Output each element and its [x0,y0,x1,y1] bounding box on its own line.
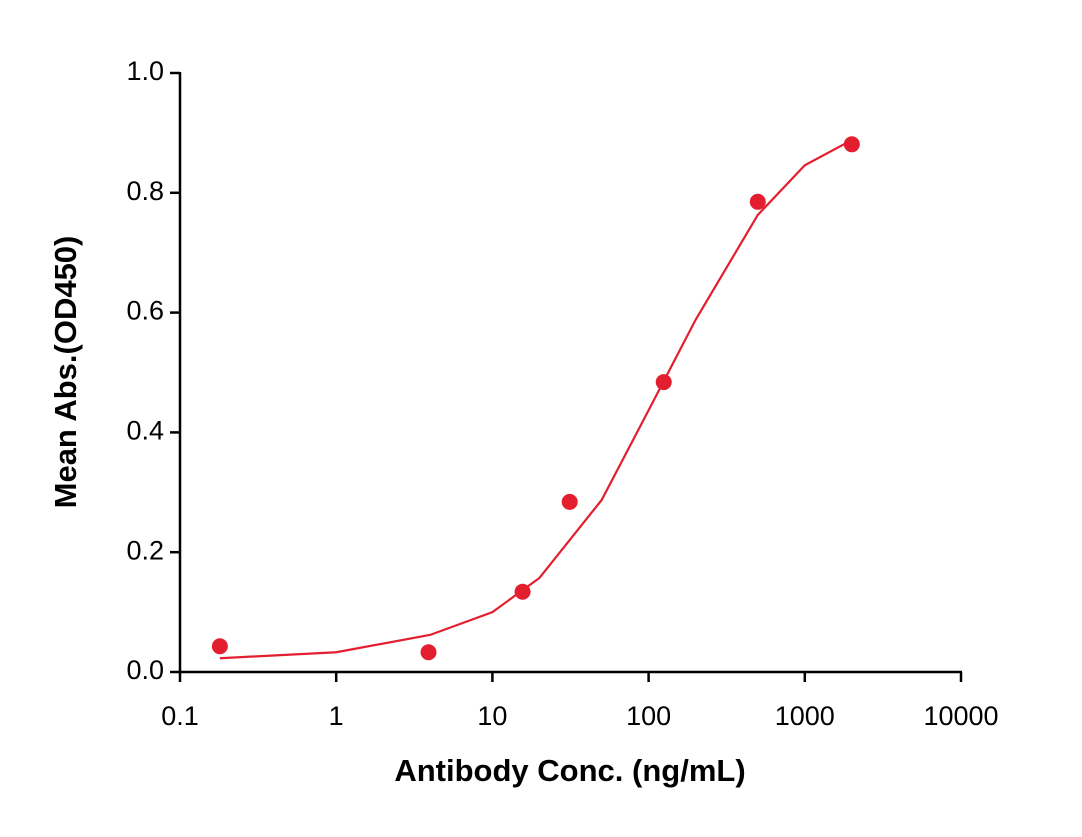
x-axis-title: Antibody Conc. (ng/mL) [394,753,745,788]
y-tick-label: 0.6 [126,296,164,326]
fit-curve [219,139,853,660]
x-tick-label: 1000 [775,701,835,731]
data-point [420,644,437,661]
x-tick-label: 0.1 [161,701,199,731]
data-point [843,136,860,153]
x-tick-label: 10 [477,701,507,731]
x-tick-label: 10000 [923,701,998,731]
x-tick-label: 100 [626,701,671,731]
y-tick-label: 0.8 [126,176,164,206]
y-axis-title: Mean Abs.(OD450) [48,236,83,509]
data-point [514,583,531,600]
y-tick-label: 1.0 [126,56,164,86]
y-tick-label: 0.0 [126,655,164,685]
data-point [749,193,766,210]
y-tick-label: 0.4 [126,416,164,446]
y-tick-label: 0.2 [126,535,164,565]
data-point [561,493,578,510]
x-tick-label: 1 [329,701,344,731]
data-point [211,638,228,655]
data-point [655,374,672,391]
